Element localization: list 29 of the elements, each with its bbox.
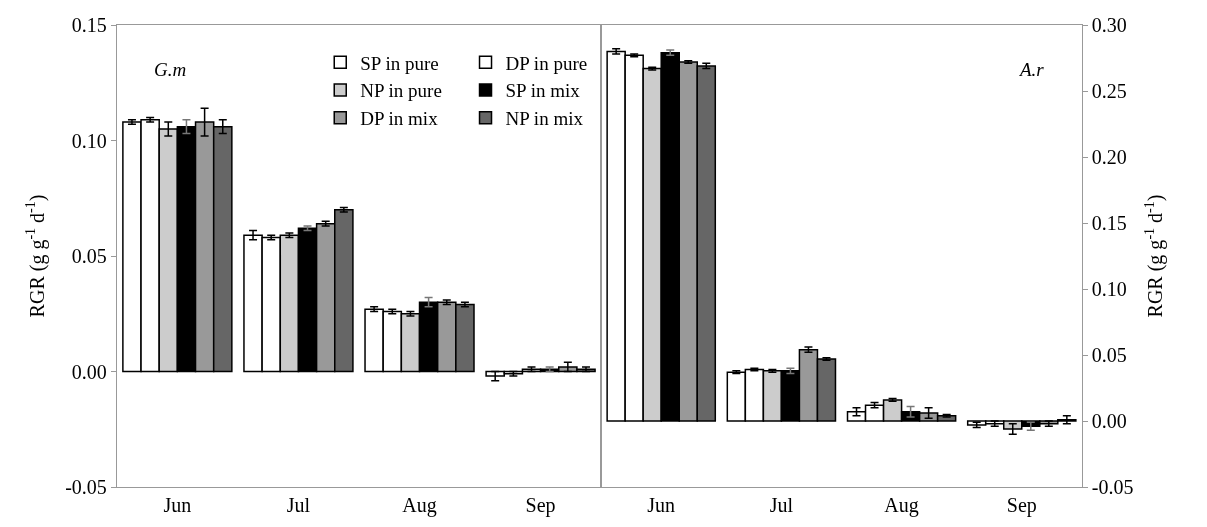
legend-label: NP in mix	[505, 108, 584, 130]
legend-label: DP in pure	[505, 52, 588, 74]
y-tick-label: 0.00	[71, 360, 107, 383]
y-tick-label: 0.20	[1091, 146, 1127, 168]
x-tick-label: Aug	[884, 494, 919, 517]
legend-label: SP in pure	[360, 52, 439, 74]
x-tick-label: Jul	[286, 494, 311, 516]
y-tick-label: 0.00	[1091, 410, 1127, 432]
y-tick-label: 0.10	[1091, 278, 1127, 300]
x-tick-label: Jun	[163, 494, 192, 516]
y-tick-label: 0.05	[71, 245, 107, 267]
y-tick-label: 0.10	[71, 129, 107, 152]
y-tick-label: 0.15	[71, 14, 107, 36]
y-tick-label: 0.15	[1091, 212, 1127, 234]
legend-label: DP in mix	[360, 108, 439, 130]
y-tick-label: -0.05	[65, 476, 107, 498]
annotation: A.r	[1018, 59, 1045, 80]
y-tick-label: 0.30	[1091, 14, 1127, 36]
legend-label: NP in pure	[360, 80, 442, 102]
x-tick-label: Jul	[769, 494, 794, 516]
y-tick-label: 0.25	[1091, 80, 1127, 102]
annotation: G.m	[154, 59, 187, 80]
x-tick-label: Jun	[647, 494, 676, 516]
x-tick-label: Sep	[1006, 494, 1037, 517]
y-tick-label: 0.05	[1091, 344, 1127, 366]
x-tick-label: Sep	[525, 494, 556, 517]
x-tick-label: Aug	[402, 494, 437, 517]
y-tick-label: -0.05	[1091, 476, 1134, 498]
legend-label: SP in mix	[505, 80, 581, 102]
